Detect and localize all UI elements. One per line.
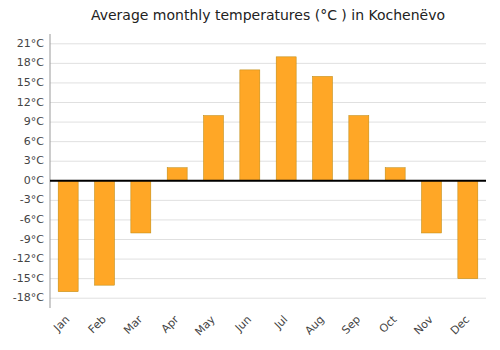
y-tick-label: 3°C <box>24 154 44 167</box>
bar <box>313 76 333 180</box>
x-tick-label: Aug <box>302 313 326 337</box>
x-tick-label: Dec <box>448 313 472 337</box>
y-tick-label: 12°C <box>17 96 44 109</box>
y-tick-label: 18°C <box>17 56 44 69</box>
x-tick-label: Jul <box>271 313 290 332</box>
bar <box>349 116 369 181</box>
y-tick-label: -3°C <box>20 193 44 206</box>
y-tick-label: -15°C <box>13 272 44 285</box>
zero-line <box>50 180 486 182</box>
grid-line <box>50 239 486 240</box>
x-tick-label: Apr <box>159 313 182 336</box>
x-tick-label: Sep <box>339 313 363 337</box>
bar <box>95 181 115 285</box>
grid-line <box>50 278 486 279</box>
bars <box>58 57 478 292</box>
grid-line <box>50 180 486 181</box>
grid-line <box>50 43 486 44</box>
y-axis-line <box>50 34 51 308</box>
chart-title: Average monthly temperatures (°C ) in Ko… <box>91 7 445 23</box>
y-tick-label: -12°C <box>13 252 44 265</box>
y-tick-label: -18°C <box>13 291 44 304</box>
bar <box>204 116 224 181</box>
grid-line <box>50 141 486 142</box>
grid-line <box>50 219 486 220</box>
x-tick-label: Nov <box>411 313 436 338</box>
bar <box>58 181 78 292</box>
grid-line <box>50 161 486 162</box>
y-tick-label: 15°C <box>17 76 44 89</box>
y-tick-label: 0°C <box>24 174 44 187</box>
grid-line <box>50 298 486 299</box>
bar <box>422 181 442 233</box>
grid-line <box>50 122 486 123</box>
x-tick-label: Feb <box>86 313 109 336</box>
bar <box>240 70 260 181</box>
chart-svg: Average monthly temperatures (°C ) in Ko… <box>0 0 500 350</box>
grid-line <box>50 82 486 83</box>
x-ticks: Jan Feb Mar Apr May Jun Jul Aug Sep Oct Nov Dec <box>51 313 473 339</box>
y-tick-label: 6°C <box>24 135 44 148</box>
x-tick-label: Jan <box>51 313 73 335</box>
grid-line <box>50 102 486 103</box>
grid-line <box>50 259 486 260</box>
y-tick-label: 9°C <box>24 115 44 128</box>
grid-line <box>50 63 486 64</box>
x-tick-label: Jun <box>232 313 254 335</box>
x-tick-label: Mar <box>121 313 145 337</box>
bar <box>385 168 405 181</box>
x-tick-label: May <box>192 313 218 339</box>
bar <box>276 57 296 181</box>
y-tick-label: -9°C <box>20 233 44 246</box>
y-grid <box>50 44 486 298</box>
y-ticks: -18°C -15°C -12°C -9°C -6°C -3°C 0°C 3°C 6°C 9°C 1… <box>13 37 44 304</box>
bar <box>167 168 187 181</box>
bar <box>458 181 478 279</box>
y-tick-label: 21°C <box>17 37 44 50</box>
x-tick-label: Oct <box>377 313 400 336</box>
chart-container: Average monthly temperatures (°C ) in Ko… <box>0 0 500 350</box>
grid-line <box>50 200 486 201</box>
y-tick-label: -6°C <box>20 213 44 226</box>
bar <box>131 181 151 233</box>
